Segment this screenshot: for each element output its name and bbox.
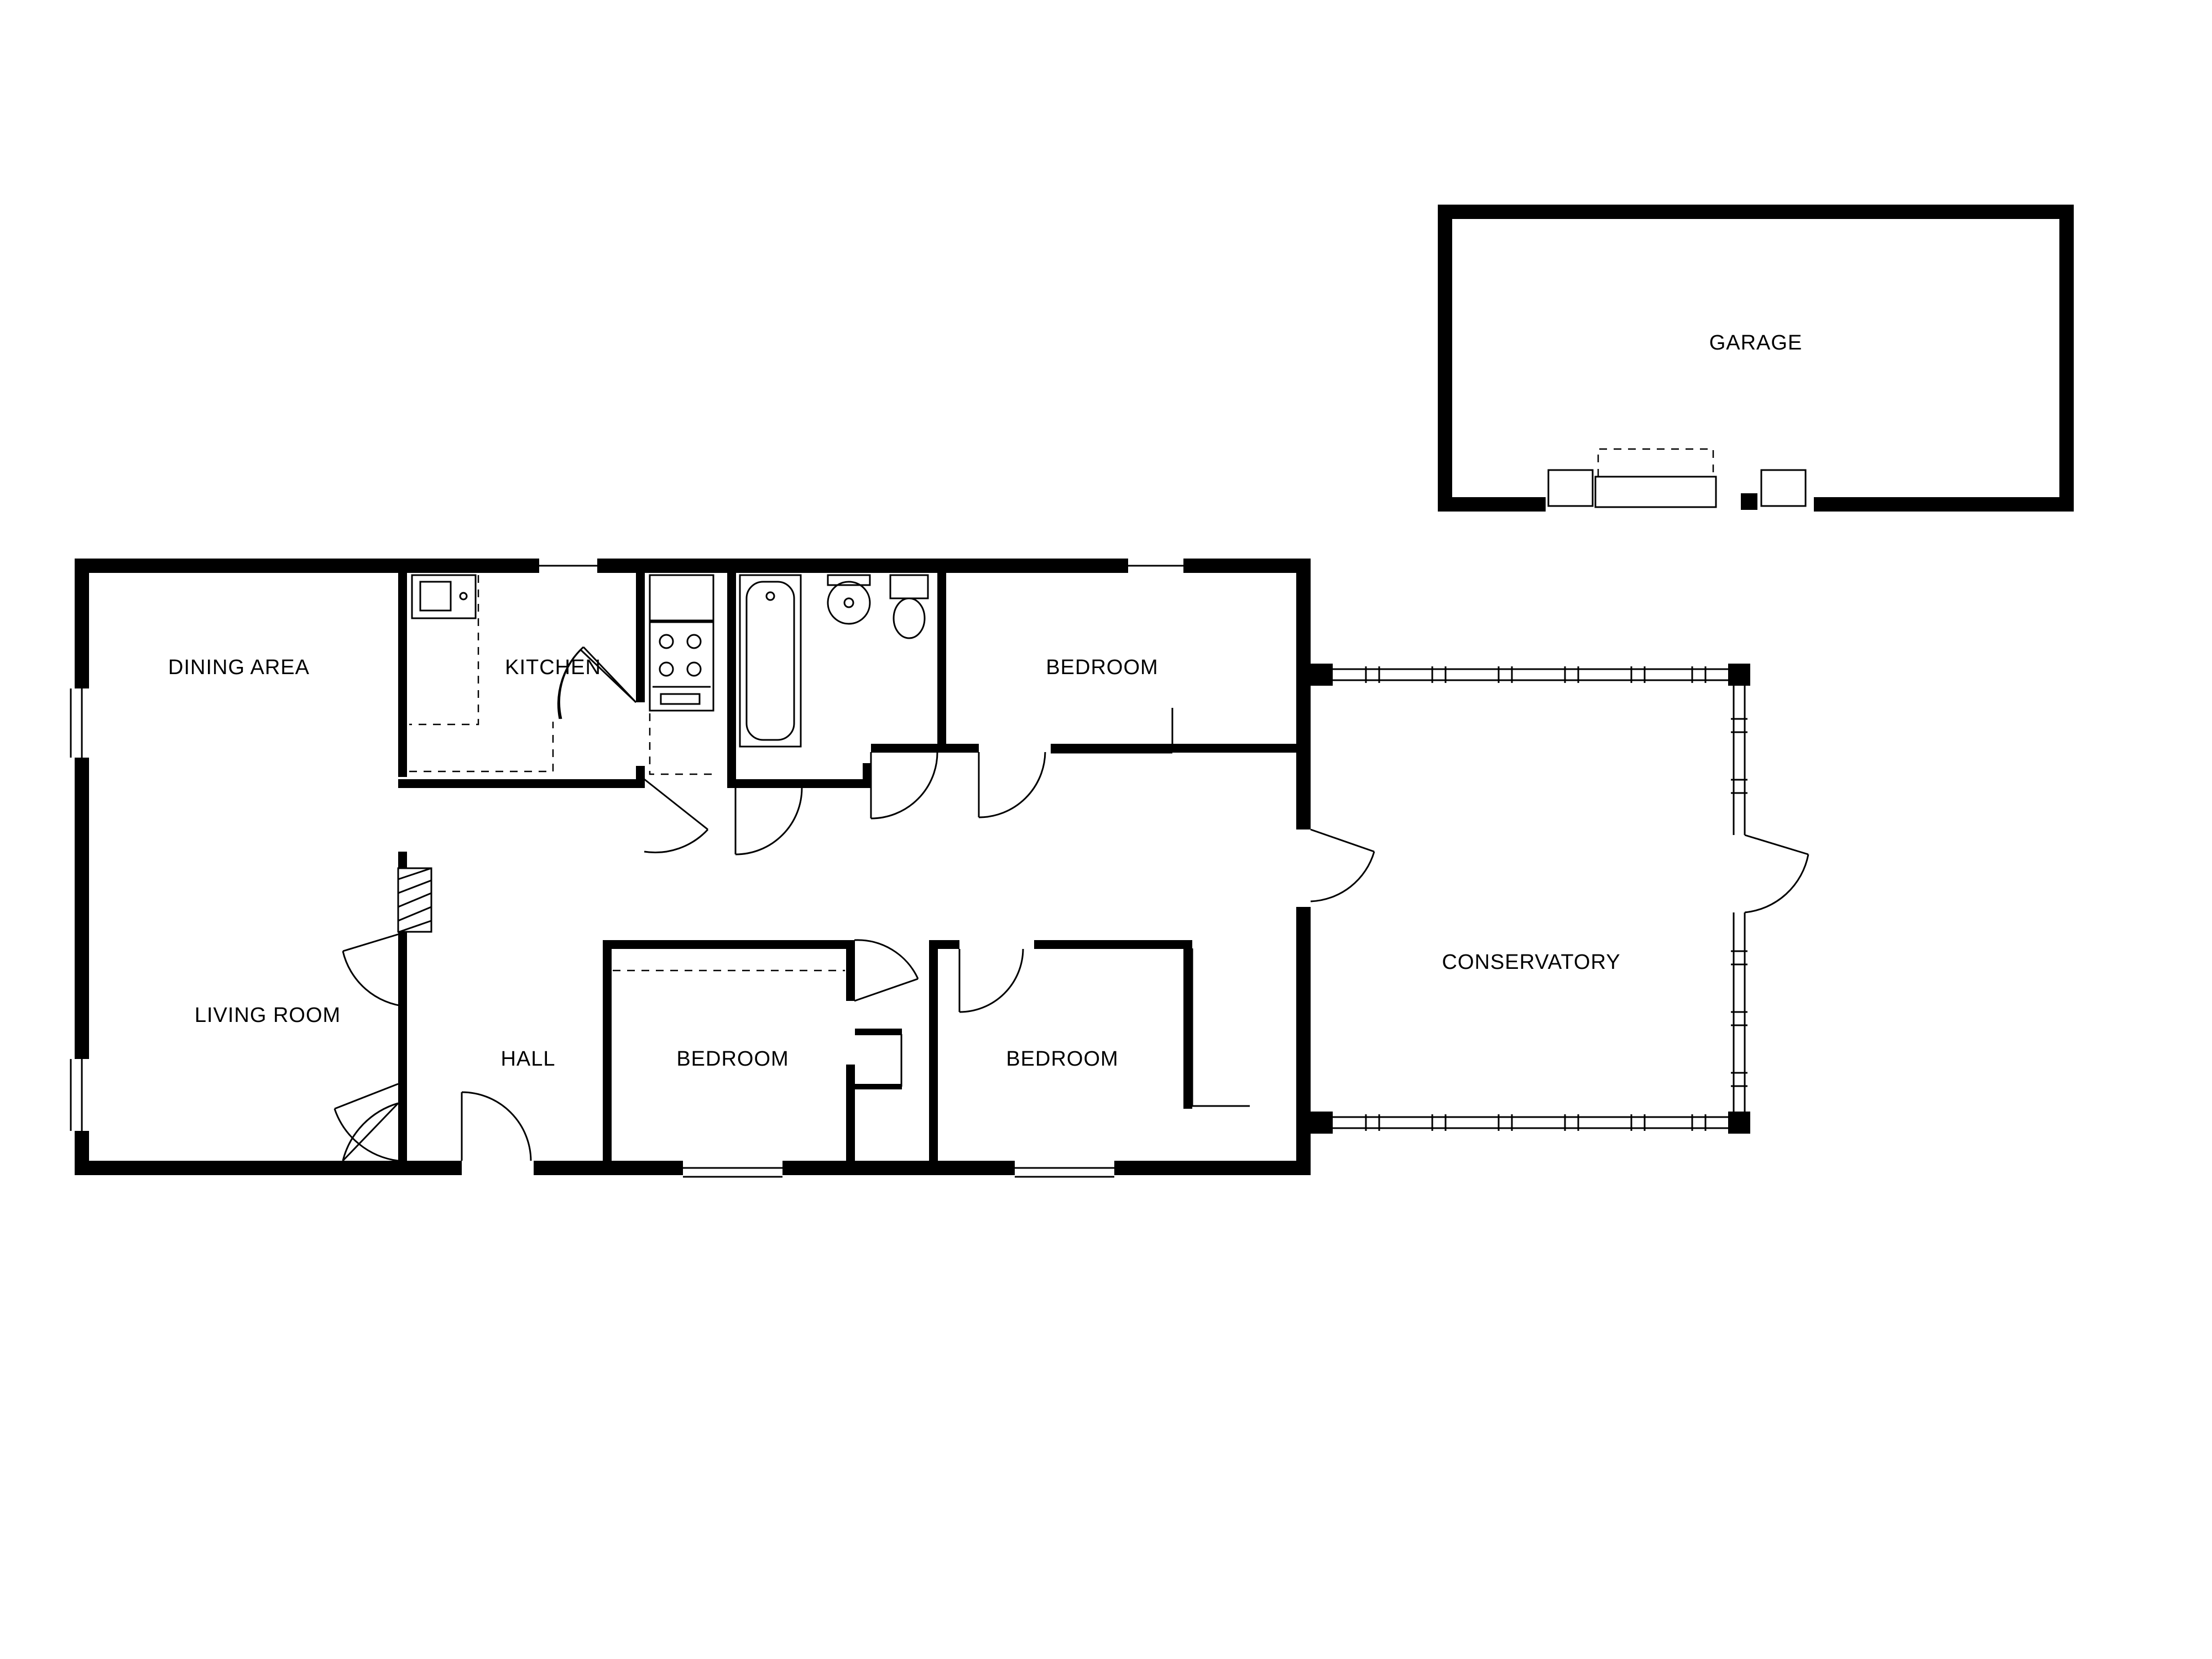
label-bedroom-mid: BEDROOM: [676, 1047, 789, 1071]
label-kitchen: KITCHEN: [505, 656, 601, 679]
label-conservatory: CONSERVATORY: [1442, 951, 1620, 974]
label-hall: HALL: [500, 1047, 555, 1071]
garage-block: [1438, 205, 2074, 512]
interior-walls: [398, 559, 1311, 1175]
label-dining-area: DINING AREA: [168, 656, 310, 679]
conservatory-block: [1311, 664, 1808, 1134]
room-labels: DINING AREA KITCHEN BEDROOM LIVING ROOM …: [168, 331, 1802, 1071]
label-garage: GARAGE: [1709, 331, 1803, 354]
floorplan-svg: DINING AREA KITCHEN BEDROOM LIVING ROOM …: [0, 0, 2212, 1659]
label-living-room: LIVING ROOM: [195, 1004, 341, 1027]
label-bedroom-top: BEDROOM: [1046, 656, 1158, 679]
house-outer-walls: [71, 559, 1311, 1177]
fixtures: [409, 575, 928, 971]
label-bedroom-right: BEDROOM: [1006, 1047, 1118, 1071]
